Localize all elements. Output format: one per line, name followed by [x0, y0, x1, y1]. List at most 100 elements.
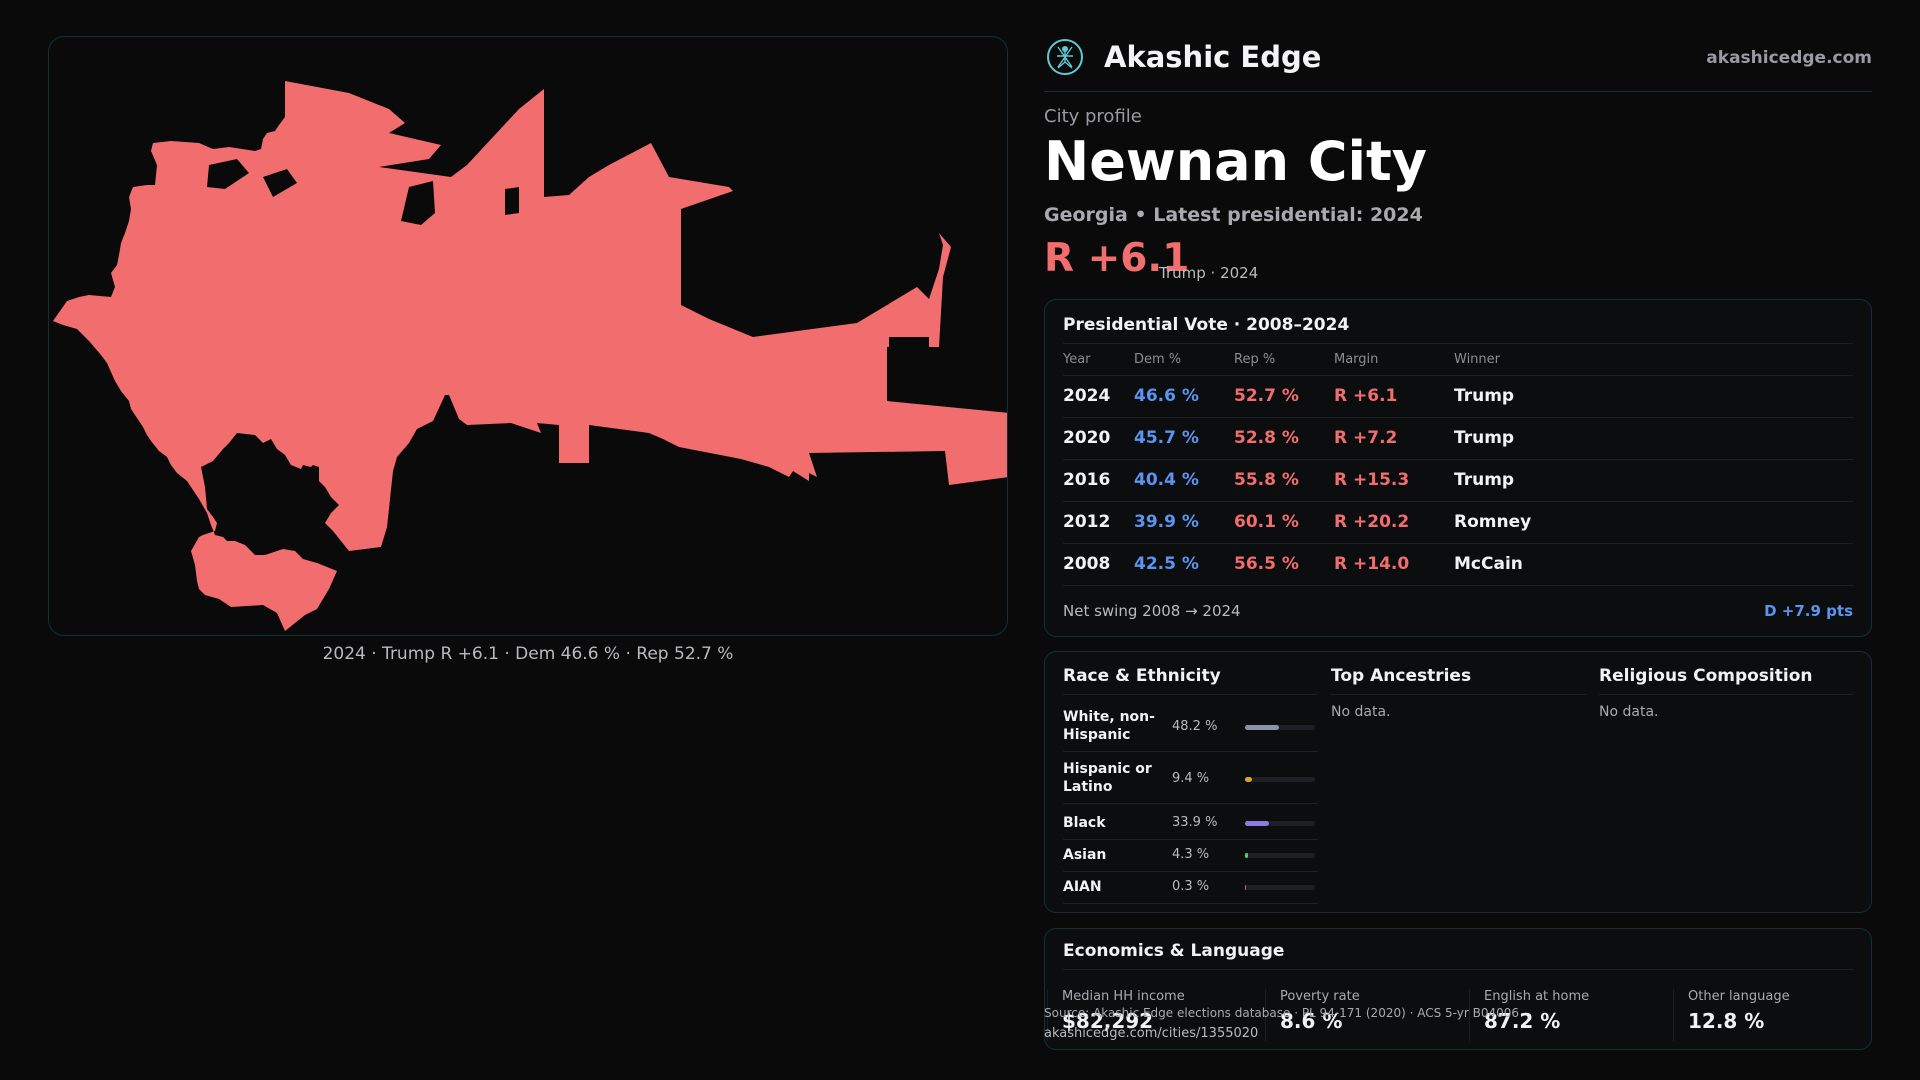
cell-rep: 56.5 %	[1234, 554, 1299, 574]
cell-winner: Trump	[1454, 386, 1515, 406]
cell-rep: 52.8 %	[1234, 428, 1299, 448]
profile-eyebrow: City profile	[1044, 106, 1142, 127]
cell-rep: 52.7 %	[1234, 386, 1299, 406]
footer-source-note: Source: Akashic Edge elections database …	[1044, 1006, 1520, 1020]
divider	[1063, 343, 1853, 344]
cell-year: 2008	[1063, 554, 1111, 574]
col-header-year: Year	[1063, 352, 1091, 367]
race-percent: 33.9 %	[1172, 815, 1218, 830]
cell-winner: McCain	[1454, 554, 1523, 574]
cell-dem: 39.9 %	[1134, 512, 1199, 532]
cell-rep: 60.1 %	[1234, 512, 1299, 532]
table-row: 2024 46.6 % 52.7 % R +6.1 Trump	[1063, 375, 1853, 417]
net-swing-label: Net swing 2008 → 2024	[1063, 602, 1241, 620]
cell-margin: R +6.1	[1334, 386, 1398, 406]
divider	[1599, 694, 1854, 695]
divider	[1063, 585, 1853, 586]
stat-english-at-home: English at home 87.2 %	[1469, 989, 1659, 1041]
cell-winner: Trump	[1454, 470, 1515, 490]
top-ancestries-title: Top Ancestries	[1331, 666, 1472, 686]
race-bar-track	[1245, 853, 1315, 858]
economics-card-title: Economics & Language	[1063, 941, 1285, 961]
map-gap-north	[207, 159, 297, 197]
headline-margin-detail: Trump · 2024	[1159, 264, 1259, 282]
brand-url-link[interactable]: akashicedge.com	[1706, 48, 1872, 68]
stat-label: Median HH income	[1062, 989, 1185, 1004]
map-gap-center	[401, 181, 519, 225]
col-header-margin: Margin	[1334, 352, 1379, 367]
divider	[1063, 694, 1318, 695]
stat-median-income: Median HH income $82,292	[1047, 989, 1237, 1041]
race-label: White, non-Hispanic	[1063, 709, 1155, 743]
religion-empty-state: No data.	[1599, 704, 1659, 720]
city-boundary-map	[53, 81, 1007, 631]
list-item: White, non-Hispanic 48.2 %	[1063, 704, 1318, 752]
list-item: AIAN 0.3 %	[1063, 872, 1318, 904]
map-gap-east	[889, 337, 929, 377]
race-label: Hispanic or Latino	[1063, 761, 1152, 795]
brand-name: Akashic Edge	[1104, 40, 1322, 74]
map-caption: 2024 · Trump R +6.1 · Dem 46.6 % · Rep 5…	[322, 644, 734, 664]
race-bar-fill	[1245, 777, 1252, 782]
stat-value: 8.6 %	[1280, 1009, 1343, 1033]
list-item: Asian 4.3 %	[1063, 840, 1318, 872]
col-header-dem: Dem %	[1134, 352, 1182, 367]
cell-year: 2024	[1063, 386, 1111, 406]
vote-card-title: Presidential Vote · 2008–2024	[1063, 315, 1350, 335]
profile-subtitle: Georgia • Latest presidential: 2024	[1044, 204, 1423, 226]
religious-composition-title: Religious Composition	[1599, 666, 1813, 686]
race-bar-track	[1245, 777, 1315, 782]
stat-value: 87.2 %	[1484, 1009, 1561, 1033]
brand-logo-icon	[1047, 39, 1083, 75]
presidential-vote-card: Presidential Vote · 2008–2024 Year Dem %…	[1044, 299, 1872, 637]
table-row: 2020 45.7 % 52.8 % R +7.2 Trump	[1063, 417, 1853, 459]
col-header-rep: Rep %	[1234, 352, 1276, 367]
race-percent: 0.3 %	[1172, 879, 1210, 894]
brand-header: Akashic Edge akashicedge.com	[1044, 36, 1872, 92]
cell-margin: R +7.2	[1334, 428, 1398, 448]
stat-poverty-rate: Poverty rate 8.6 %	[1265, 989, 1455, 1041]
race-bar-fill	[1245, 853, 1248, 858]
stat-label: English at home	[1484, 989, 1590, 1004]
col-header-winner: Winner	[1454, 352, 1501, 367]
cell-dem: 42.5 %	[1134, 554, 1199, 574]
cell-year: 2016	[1063, 470, 1111, 490]
demographics-card: Race & Ethnicity White, non-Hispanic 48.…	[1044, 651, 1872, 913]
cell-winner: Romney	[1454, 512, 1532, 532]
stat-value: 12.8 %	[1688, 1009, 1765, 1033]
race-bar-fill	[1245, 725, 1279, 730]
race-bar-track	[1245, 821, 1315, 826]
divider	[1063, 969, 1853, 970]
footer-url-link[interactable]: akashicedge.com/cities/1355020	[1044, 1026, 1259, 1041]
stat-other-language: Other language 12.8 %	[1673, 989, 1863, 1041]
cell-rep: 55.8 %	[1234, 470, 1299, 490]
page-title: Newnan City	[1044, 130, 1427, 193]
divider	[1331, 694, 1586, 695]
race-bar-fill	[1245, 885, 1247, 890]
ancestries-empty-state: No data.	[1331, 704, 1391, 720]
economics-language-card: Economics & Language Median HH income $8…	[1044, 928, 1872, 1050]
race-bar-fill	[1245, 821, 1269, 826]
net-swing-value: D +7.9 pts	[1764, 602, 1853, 620]
city-map-panel[interactable]	[48, 36, 1008, 636]
city-boundary-shape	[53, 81, 1007, 631]
headline-margin: R +6.1	[1044, 236, 1190, 281]
race-bar-track	[1245, 725, 1315, 730]
table-row: 2008 42.5 % 56.5 % R +14.0 McCain	[1063, 543, 1853, 585]
cell-dem: 46.6 %	[1134, 386, 1199, 406]
cell-margin: R +20.2	[1334, 512, 1410, 532]
stat-value: $82,292	[1062, 1009, 1154, 1033]
list-item: Black 33.9 %	[1063, 808, 1318, 840]
race-label: Black	[1063, 815, 1106, 831]
cell-winner: Trump	[1454, 428, 1515, 448]
race-percent: 48.2 %	[1172, 719, 1218, 734]
cell-dem: 40.4 %	[1134, 470, 1199, 490]
race-ethnicity-title: Race & Ethnicity	[1063, 666, 1221, 686]
cell-margin: R +15.3	[1334, 470, 1410, 490]
stat-label: Other language	[1688, 989, 1790, 1004]
race-percent: 4.3 %	[1172, 847, 1210, 862]
race-bar-track	[1245, 885, 1315, 890]
race-percent: 9.4 %	[1172, 771, 1210, 786]
cell-year: 2020	[1063, 428, 1111, 448]
table-row: 2016 40.4 % 55.8 % R +15.3 Trump	[1063, 459, 1853, 501]
